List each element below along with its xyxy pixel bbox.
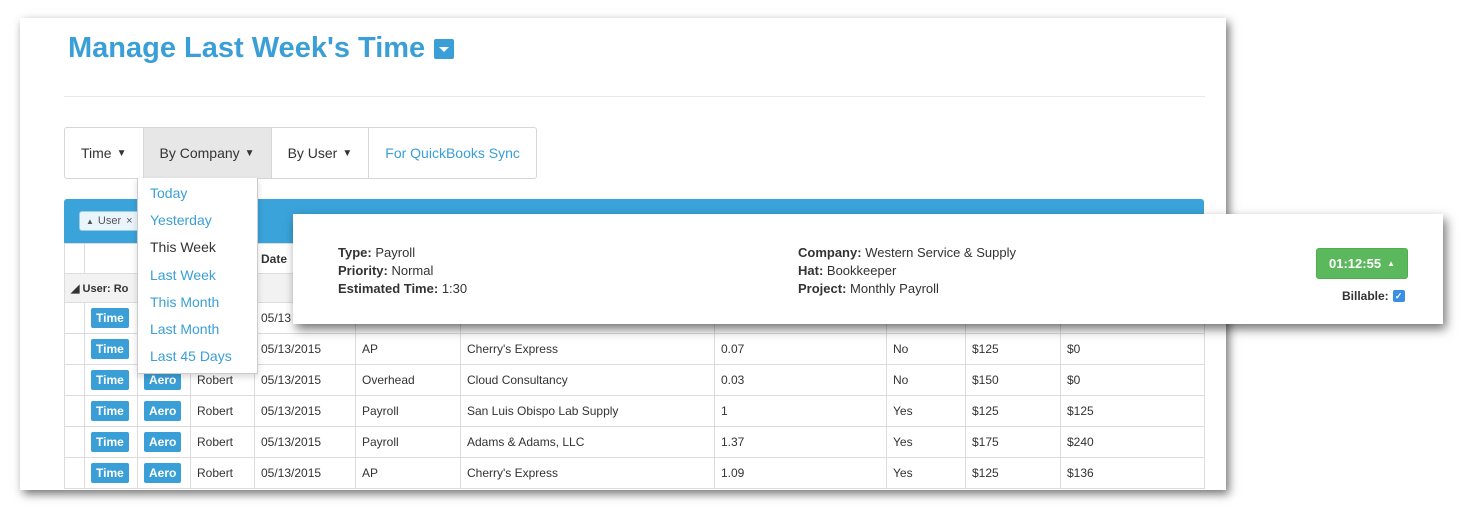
dropdown-item-last-week[interactable]: Last Week (150, 266, 216, 283)
remove-chip-icon[interactable]: × (126, 215, 133, 227)
title-dropdown-caret-icon[interactable] (434, 38, 455, 59)
cell-date: 05/13/2015 (254, 426, 356, 458)
cell-company: Cherry's Express (460, 457, 715, 489)
divider (64, 96, 1205, 97)
cell-billable: Yes (886, 426, 966, 458)
cell-rate: $125 (965, 333, 1061, 365)
detail-type: Type: Payroll (338, 245, 416, 260)
dropdown-item-last-45-days[interactable]: Last 45 Days (150, 348, 232, 365)
cell-hours: 1 (714, 395, 887, 427)
cell-type: AP (355, 457, 461, 489)
cell-date: 05/13/2015 (254, 395, 356, 427)
dropdown-item-last-month[interactable]: Last Month (150, 320, 220, 337)
tab-quickbooks-sync[interactable]: For QuickBooks Sync (369, 128, 536, 178)
cell-amount: $0 (1060, 364, 1205, 396)
view-tabs: Time ▼ By Company ▼ By User ▼ For QuickBook… (64, 127, 537, 179)
detail-priority: Priority: Normal (338, 263, 434, 278)
cell-amount: $240 (1060, 426, 1205, 458)
cell-rate: $125 (965, 395, 1061, 427)
cell-company: Adams & Adams, LLC (460, 426, 715, 458)
cell-billable: No (886, 364, 966, 396)
cell-user: Robert (190, 457, 255, 489)
dropdown-item-today[interactable]: Today (150, 185, 188, 201)
sort-up-icon: ▲ (86, 216, 94, 226)
cell-date: 05/13/2015 (254, 333, 356, 365)
cell-type: Payroll (355, 426, 461, 458)
group-label: User: Ro (82, 282, 129, 295)
aero-badge[interactable]: Aero (144, 370, 182, 390)
timer-button[interactable]: 01:12:55 ▲ (1316, 248, 1408, 279)
time-badge[interactable]: Time (91, 463, 129, 483)
billable-label: Billable: (1342, 289, 1389, 303)
cell-billable: Yes (886, 457, 966, 489)
group-chip-user[interactable]: ▲ User × (79, 211, 140, 231)
cell-company: Cherry's Express (460, 333, 715, 365)
cell-user: Robert (190, 426, 255, 458)
cell-company: Cloud Consultancy (460, 364, 715, 396)
caret-down-icon: ▼ (342, 147, 353, 159)
detail-project: Project: Monthly Payroll (798, 281, 939, 296)
tab-time-label: Time (81, 145, 112, 161)
time-badge[interactable]: Time (91, 432, 129, 452)
cell-hours: 1.09 (714, 457, 887, 489)
cell-rate: $150 (965, 364, 1061, 396)
cell-rate: $175 (965, 426, 1061, 458)
table-row[interactable]: Time Aero Robert 05/13/2015 Overhead Clo… (64, 364, 1205, 396)
table-row[interactable]: Time Aero Robert 05/13/2015 AP Cherry's … (64, 457, 1205, 489)
detail-right-column: Company: Western Service & Supply Hat: B… (798, 244, 1016, 298)
cell-billable: Yes (886, 395, 966, 427)
detail-left-column: Type: Payroll Priority: Normal Estimated… (338, 244, 467, 298)
caret-down-icon: ▼ (244, 147, 255, 159)
table-row[interactable]: Time Aero Robert 05/13/2015 Payroll San … (64, 395, 1205, 427)
time-badge[interactable]: Time (91, 308, 129, 328)
caret-up-icon: ▲ (1387, 259, 1395, 268)
detail-company: Company: Western Service & Supply (798, 245, 1016, 260)
cell-company: San Luis Obispo Lab Supply (460, 395, 715, 427)
cell-date: 05/13/2015 (254, 364, 356, 396)
time-badge[interactable]: Time (91, 370, 129, 390)
time-badge[interactable]: Time (91, 401, 129, 421)
group-chip-label: User (97, 215, 122, 227)
cell-type: Overhead (355, 364, 461, 396)
tab-by-user-label: By User (287, 145, 338, 161)
cell-hours: 0.07 (714, 333, 887, 365)
tab-by-company-label: By Company (159, 145, 240, 161)
aero-badge[interactable]: Aero (144, 432, 182, 452)
cell-amount: $0 (1060, 333, 1205, 365)
cell-amount: $136 (1060, 457, 1205, 489)
tab-time[interactable]: Time ▼ (65, 128, 144, 178)
cell-type: AP (355, 333, 461, 365)
cell-rate: $125 (965, 457, 1061, 489)
table-row[interactable]: Time Aero Robert 05/13/2015 Payroll Adam… (64, 426, 1205, 458)
page-title: Manage Last Week's Time (68, 32, 455, 65)
tab-by-company[interactable]: By Company ▼ (143, 128, 272, 178)
detail-hat: Hat: Bookkeeper (798, 263, 897, 278)
cell-hours: 0.03 (714, 364, 887, 396)
cell-type: Payroll (355, 395, 461, 427)
page-title-text: Manage Last Week's Time (68, 32, 426, 64)
dropdown-item-this-month[interactable]: This Month (150, 293, 220, 310)
time-badge[interactable]: Time (91, 339, 129, 359)
timer-value: 01:12:55 (1329, 256, 1382, 271)
aero-badge[interactable]: Aero (144, 401, 182, 421)
cell-date: 05/13/2015 (254, 457, 356, 489)
cell-hours: 1.37 (714, 426, 887, 458)
tab-by-user[interactable]: By User ▼ (272, 128, 370, 178)
time-entry-detail-popup: Type: Payroll Priority: Normal Estimated… (293, 214, 1443, 324)
collapse-icon[interactable]: ◢ (71, 282, 80, 295)
dropdown-item-yesterday[interactable]: Yesterday (150, 212, 212, 229)
aero-badge[interactable]: Aero (144, 463, 182, 483)
tab-quickbooks-sync-label: For QuickBooks Sync (385, 145, 520, 161)
billable-checkbox[interactable]: ✓ (1392, 290, 1405, 302)
cell-user: Robert (190, 395, 255, 427)
cell-billable: No (886, 333, 966, 365)
billable-toggle: Billable: ✓ (1342, 289, 1405, 303)
date-range-dropdown: Today Yesterday This Week Last Week This… (137, 178, 258, 375)
dropdown-item-this-week[interactable]: This Week (150, 239, 216, 256)
cell-amount: $125 (1060, 395, 1205, 427)
caret-down-icon: ▼ (116, 147, 127, 159)
detail-estimated-time: Estimated Time: 1:30 (338, 281, 468, 296)
